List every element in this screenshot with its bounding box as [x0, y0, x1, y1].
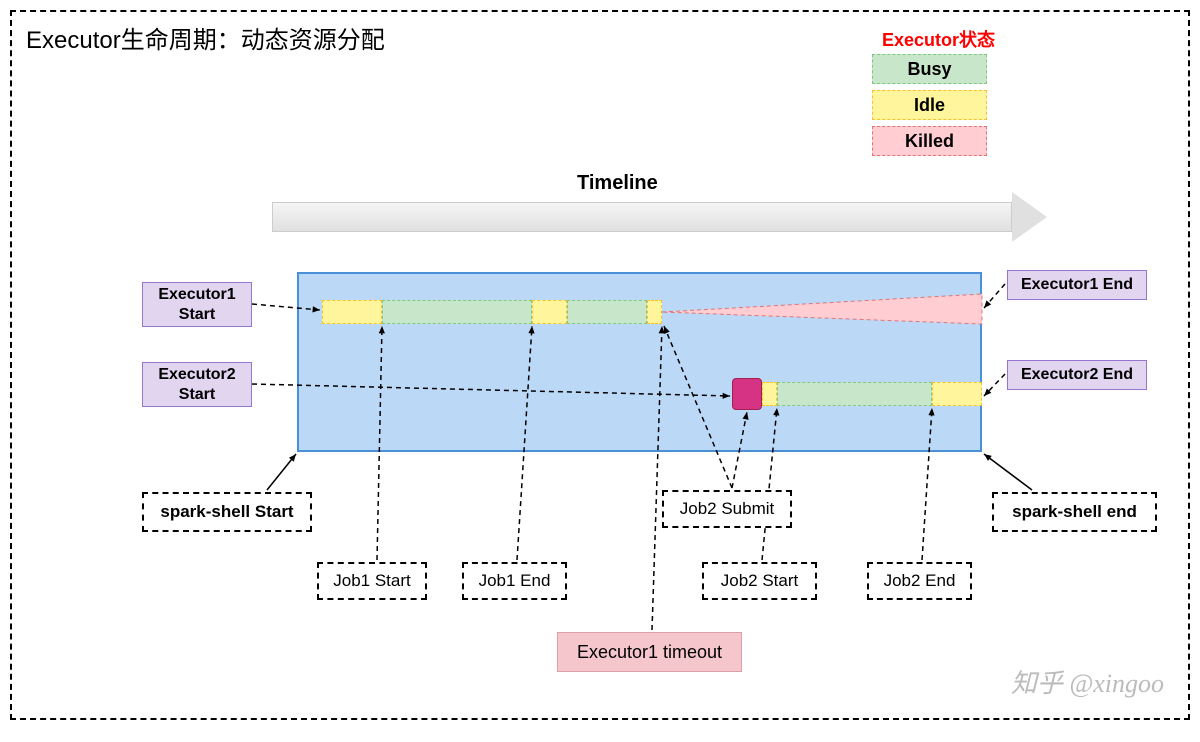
segment-busy: [567, 300, 647, 324]
job2-submit-box: Job2 Submit: [662, 490, 792, 528]
timeline-arrow-head: [1012, 192, 1047, 242]
lifecycle-container: [297, 272, 982, 452]
segment-busy: [382, 300, 532, 324]
segment-busy: [777, 382, 932, 406]
spark-shell-end-box: spark-shell end: [992, 492, 1157, 532]
segment-idle: [762, 382, 777, 406]
job1-start-box: Job1 Start: [317, 562, 427, 600]
spark-shell-start-box: spark-shell Start: [142, 492, 312, 532]
legend-title: Executor状态: [882, 26, 995, 52]
watermark: 知乎 @xingoo: [1011, 663, 1164, 700]
legend-idle: Idle: [872, 90, 987, 120]
segment-idle: [532, 300, 567, 324]
executor2-end-box: Executor2 End: [1007, 360, 1147, 390]
timeline-label: Timeline: [577, 172, 658, 195]
executor1-end-box: Executor1 End: [1007, 270, 1147, 300]
legend-busy: Busy: [872, 54, 987, 84]
segment-idle: [647, 300, 662, 324]
segment-idle: [932, 382, 982, 406]
job1-end-box: Job1 End: [462, 562, 567, 600]
executor1-start-box: Executor1 Start: [142, 282, 252, 327]
executor2-submit-marker: [732, 378, 762, 410]
legend-killed: Killed: [872, 126, 987, 156]
job2-start-box: Job2 Start: [702, 562, 817, 600]
timeline-arrow-shaft: [272, 202, 1012, 232]
segment-idle: [322, 300, 382, 324]
diagram-frame: Executor生命周期：动态资源分配 Executor状态 Busy Idle…: [10, 10, 1190, 720]
executor1-timeout-box: Executor1 timeout: [557, 632, 742, 672]
job2-end-box: Job2 End: [867, 562, 972, 600]
executor2-start-box: Executor2 Start: [142, 362, 252, 407]
diagram-title: Executor生命周期：动态资源分配: [26, 20, 385, 55]
